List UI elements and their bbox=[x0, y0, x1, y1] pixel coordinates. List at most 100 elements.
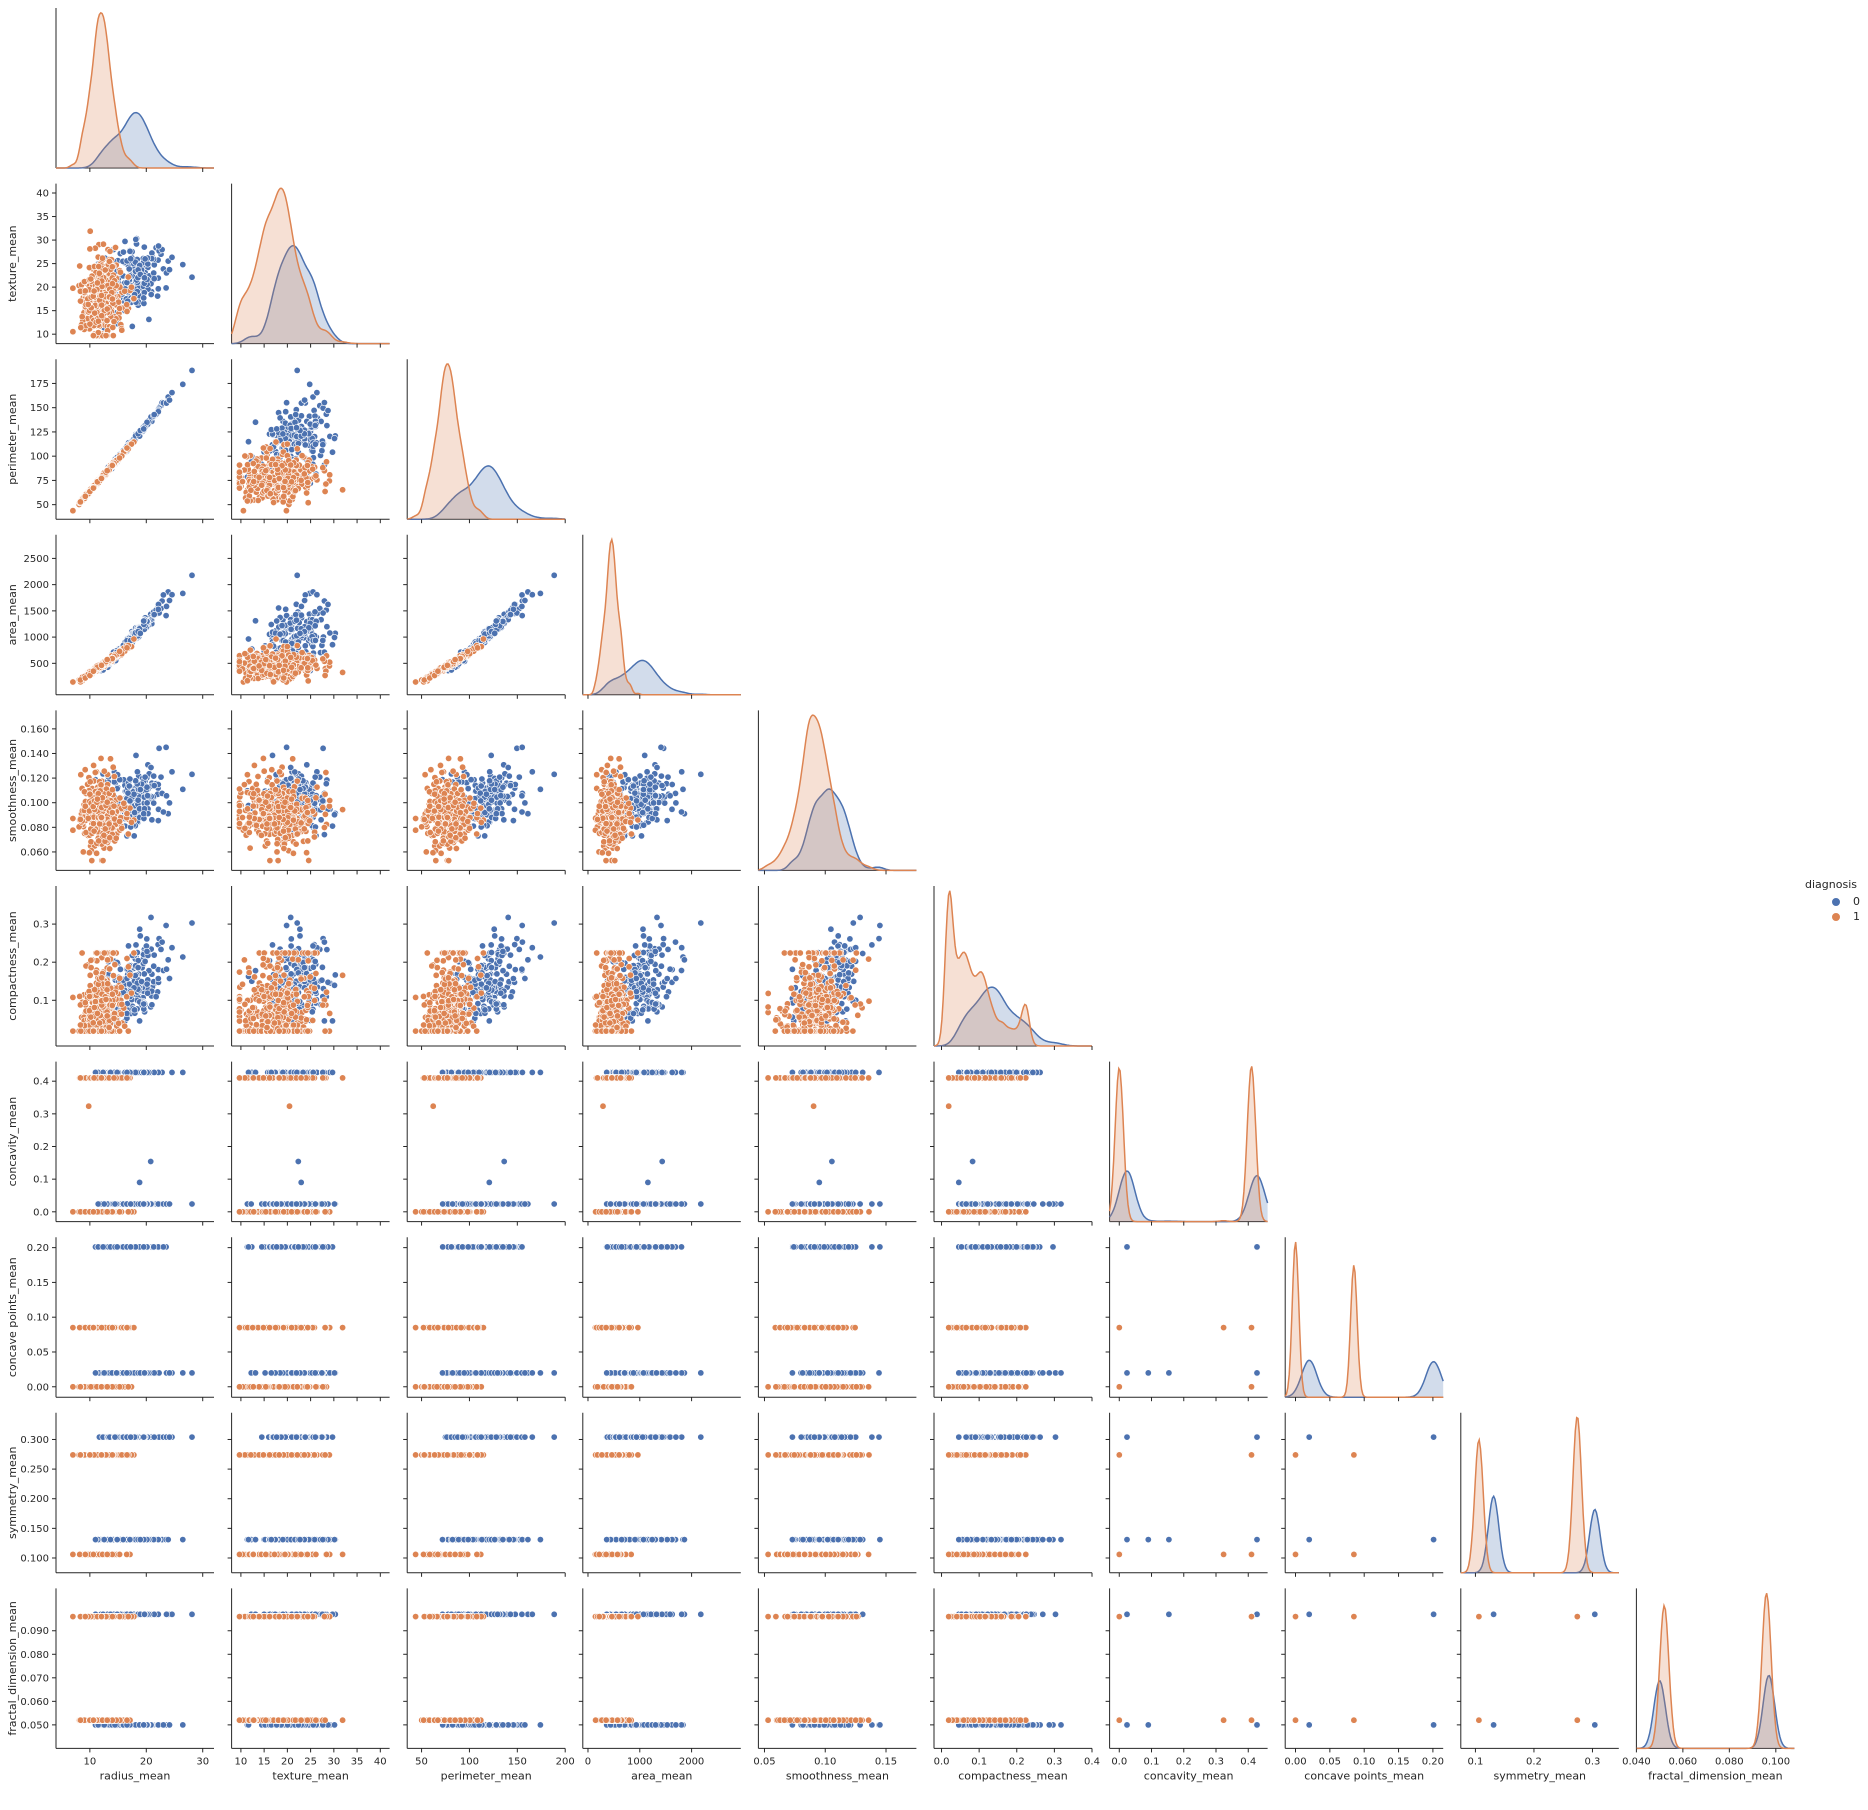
point-class-1 bbox=[250, 460, 256, 466]
point-class-1 bbox=[82, 288, 88, 294]
point-class-1 bbox=[242, 453, 248, 459]
point-class-1 bbox=[256, 474, 262, 480]
point-class-0 bbox=[506, 773, 512, 779]
point-class-0 bbox=[142, 256, 148, 262]
point-class-1 bbox=[339, 806, 345, 812]
point-class-1 bbox=[306, 818, 312, 824]
point-class-1 bbox=[263, 656, 269, 662]
point-class-1 bbox=[104, 306, 110, 312]
point-class-1 bbox=[299, 453, 305, 459]
point-class-1 bbox=[313, 473, 319, 479]
point-class-0 bbox=[141, 275, 147, 281]
point-class-0 bbox=[189, 771, 195, 777]
point-class-0 bbox=[277, 415, 283, 421]
panel-area_mean-vs-texture_mean bbox=[228, 535, 390, 699]
point-class-1 bbox=[119, 825, 125, 831]
point-class-1 bbox=[246, 814, 252, 820]
point-class-0 bbox=[478, 783, 484, 789]
panel-texture_mean-vs-radius_mean: 10152025303540texture_mean bbox=[6, 184, 214, 348]
y-tick-label: 2000 bbox=[24, 580, 49, 591]
point-class-0 bbox=[297, 630, 303, 636]
point-class-1 bbox=[259, 482, 265, 488]
panel-area_mean-vs-perimeter_mean bbox=[403, 535, 565, 699]
point-class-1 bbox=[236, 659, 242, 665]
point-class-1 bbox=[321, 824, 327, 830]
point-class-0 bbox=[537, 786, 543, 792]
point-class-0 bbox=[320, 798, 326, 804]
point-class-1 bbox=[110, 332, 116, 338]
point-class-0 bbox=[478, 798, 484, 804]
point-class-0 bbox=[293, 425, 299, 431]
point-class-1 bbox=[267, 445, 273, 451]
point-class-1 bbox=[314, 784, 320, 790]
point-class-0 bbox=[498, 793, 504, 799]
point-class-0 bbox=[465, 785, 471, 791]
point-class-1 bbox=[339, 487, 345, 493]
point-class-1 bbox=[313, 662, 319, 668]
point-class-0 bbox=[189, 572, 195, 578]
point-class-0 bbox=[151, 782, 157, 788]
point-class-1 bbox=[116, 305, 122, 311]
point-class-1 bbox=[77, 298, 83, 304]
y-tick-label: 20 bbox=[36, 283, 49, 294]
point-class-1 bbox=[322, 672, 328, 678]
point-class-1 bbox=[263, 468, 269, 474]
point-class-1 bbox=[104, 656, 110, 662]
panel-smoothness_mean-vs-texture_mean bbox=[228, 710, 390, 874]
point-class-1 bbox=[275, 857, 281, 863]
point-class-1 bbox=[480, 636, 486, 642]
point-class-0 bbox=[325, 601, 331, 607]
y-tick-label: 35 bbox=[36, 212, 49, 223]
point-class-0 bbox=[302, 643, 308, 649]
point-class-1 bbox=[288, 479, 294, 485]
point-class-0 bbox=[155, 243, 161, 249]
panel-smoothness_mean-vs-radius_mean: 0.0600.0800.1000.1200.1400.160smoothness… bbox=[6, 710, 214, 874]
point-class-0 bbox=[131, 833, 137, 839]
point-class-1 bbox=[305, 500, 311, 506]
point-class-0 bbox=[129, 323, 135, 329]
point-class-0 bbox=[324, 624, 330, 630]
point-class-0 bbox=[319, 448, 325, 454]
point-class-0 bbox=[180, 381, 186, 387]
y-tick-label: 25 bbox=[36, 259, 49, 270]
point-class-1 bbox=[288, 462, 294, 468]
point-class-1 bbox=[125, 274, 131, 280]
point-class-1 bbox=[77, 816, 83, 822]
point-class-1 bbox=[94, 796, 100, 802]
point-class-0 bbox=[522, 800, 528, 806]
point-class-0 bbox=[146, 316, 152, 322]
point-class-1 bbox=[276, 475, 282, 481]
point-class-1 bbox=[260, 755, 266, 761]
point-class-0 bbox=[511, 806, 517, 812]
point-class-1 bbox=[125, 831, 131, 837]
point-class-1 bbox=[267, 643, 273, 649]
point-class-1 bbox=[70, 285, 76, 291]
point-class-0 bbox=[166, 597, 172, 603]
point-class-0 bbox=[493, 811, 499, 817]
point-class-1 bbox=[283, 508, 289, 514]
point-class-0 bbox=[283, 744, 289, 750]
point-class-1 bbox=[107, 248, 113, 254]
point-class-0 bbox=[155, 606, 161, 612]
y-tick-label: 1500 bbox=[24, 606, 49, 617]
point-class-1 bbox=[261, 768, 267, 774]
y-tick-label: 150 bbox=[30, 403, 49, 414]
point-class-0 bbox=[163, 285, 169, 291]
point-class-1 bbox=[265, 840, 271, 846]
point-class-0 bbox=[325, 407, 331, 413]
point-class-1 bbox=[113, 835, 119, 841]
point-class-0 bbox=[507, 611, 513, 617]
point-class-0 bbox=[492, 630, 498, 636]
point-class-1 bbox=[304, 655, 310, 661]
point-class-0 bbox=[180, 590, 186, 596]
point-class-0 bbox=[329, 823, 335, 829]
point-class-0 bbox=[522, 597, 528, 603]
point-class-1 bbox=[87, 791, 93, 797]
point-class-1 bbox=[270, 679, 276, 685]
point-class-1 bbox=[236, 462, 242, 468]
point-class-1 bbox=[109, 809, 115, 815]
point-class-0 bbox=[154, 293, 160, 299]
point-class-0 bbox=[155, 817, 161, 823]
panel-texture_mean-vs-texture_mean bbox=[232, 184, 390, 348]
